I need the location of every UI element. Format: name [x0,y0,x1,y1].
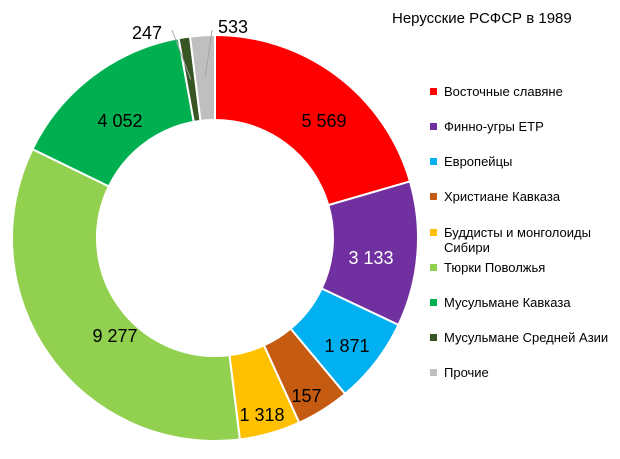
legend-label: Мусульмане Кавказа [444,295,571,310]
slice-data-label: 5 569 [301,111,346,131]
donut-slice [188,33,216,123]
chart-title: Нерусские РСФСР в 1989 [392,10,572,27]
legend-label: Финно-угры ЕТР [444,119,544,134]
legend-swatch [430,123,437,130]
legend-swatch [430,88,437,95]
leader-line [204,29,213,78]
legend-label: Прочие [444,365,489,380]
leader-line [171,29,192,80]
slice-data-label: 1 871 [324,336,369,356]
legend-label: Европейцы [444,154,513,169]
legend-swatch [430,158,437,165]
slice-data-label: 3 133 [348,248,393,268]
legend-swatch [430,299,437,306]
slice-data-label: 533 [218,17,248,37]
donut-slice [11,147,241,442]
slice-data-label: 1 318 [239,405,284,425]
slice-data-label: 247 [132,23,162,43]
slice-data-label: 9 277 [92,326,137,346]
legend-label: Мусульмане Средней Азии [444,330,609,345]
legend-swatch [430,229,437,236]
slice-data-label: 4 052 [97,111,142,131]
donut-slice [214,33,412,207]
legend-swatch [430,334,437,341]
legend-label: Христиане Кавказа [444,189,561,204]
legend-swatch [430,369,437,376]
legend-swatch [430,264,437,271]
legend-swatch [430,193,437,200]
legend-label: Буддисты и монголоиды Сибири [444,225,591,255]
legend-label: Восточные славяне [444,84,563,99]
legend-label: Тюрки Поволжья [444,260,546,275]
